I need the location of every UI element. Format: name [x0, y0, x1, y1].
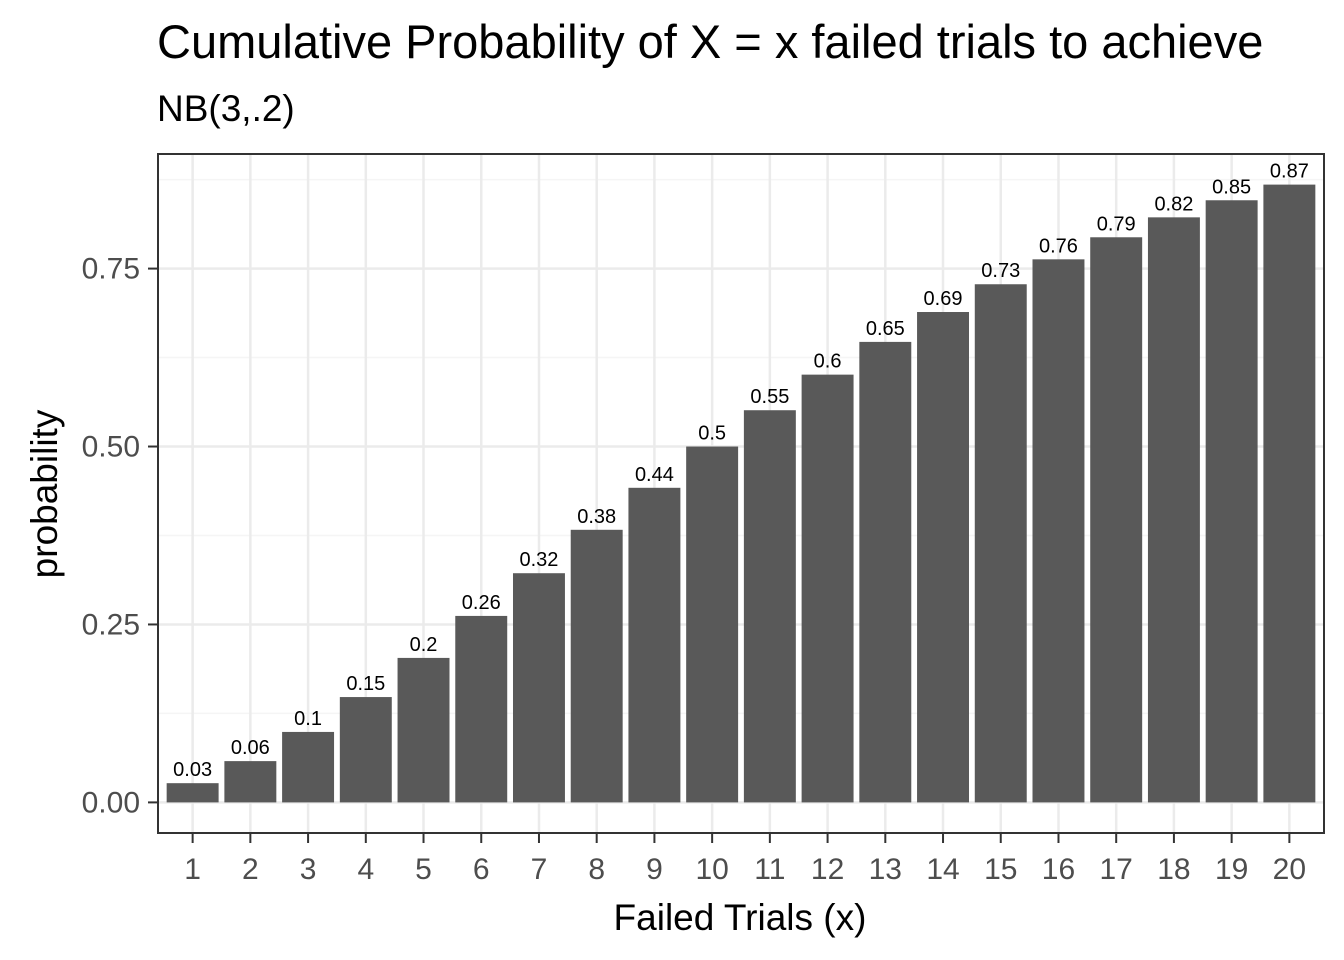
chart-title: Cumulative Probability of X = x failed t…	[157, 15, 1263, 68]
y-axis: 0.00 0.25 0.50 0.75	[82, 253, 158, 819]
x-tick-label: 3	[300, 853, 317, 886]
data-label-10: 0.5	[698, 423, 726, 445]
bar-8	[570, 529, 623, 803]
data-label-14: 0.69	[924, 288, 963, 310]
y-tick-label: 0.50	[82, 431, 140, 464]
bar-12	[801, 374, 854, 803]
x-tick-label: 4	[357, 853, 374, 886]
data-label-15: 0.73	[981, 260, 1020, 282]
x-tick-label: 10	[695, 853, 728, 886]
data-label-6: 0.26	[462, 592, 501, 614]
plot-panel-border	[157, 153, 1325, 834]
data-label-1: 0.03	[173, 759, 212, 781]
x-tick-label: 19	[1215, 853, 1248, 886]
data-label-4: 0.15	[346, 673, 385, 695]
y-tick-label: 0.00	[82, 786, 140, 819]
bar-9	[628, 487, 681, 803]
data-label-9: 0.44	[635, 464, 674, 486]
data-label-7: 0.32	[520, 549, 559, 571]
bar-3	[282, 731, 335, 803]
data-label-18: 0.82	[1154, 193, 1193, 215]
data-label-19: 0.85	[1212, 176, 1251, 198]
x-tick-label: 2	[242, 853, 259, 886]
x-tick-label: 6	[473, 853, 490, 886]
y-tick-label: 0.75	[82, 253, 140, 286]
data-label-16: 0.76	[1039, 235, 1078, 257]
data-label-5: 0.2	[410, 634, 438, 656]
x-tick-label: 7	[531, 853, 548, 886]
bar-20	[1263, 184, 1316, 803]
bar-16	[1032, 259, 1085, 803]
bar-19	[1205, 200, 1258, 803]
bar-15	[974, 284, 1027, 803]
bar-4	[339, 697, 392, 803]
data-label-8: 0.38	[577, 506, 616, 528]
bar-13	[859, 341, 912, 803]
bar-10	[686, 446, 739, 803]
x-tick-label: 15	[984, 853, 1017, 886]
data-labels: 0.03 0.06 0.1 0.15 0.2 0.26 0.32 0.38 0.44 0.5 0.5…	[173, 161, 1309, 782]
x-tick-label: 1	[184, 853, 201, 886]
data-label-2: 0.06	[231, 737, 270, 759]
chart-subtitle: NB(3,.2)	[157, 88, 295, 129]
bar-2	[224, 761, 277, 803]
x-tick-label: 18	[1157, 853, 1190, 886]
data-label-17: 0.79	[1097, 213, 1136, 235]
bars	[166, 184, 1316, 803]
x-axis: 1 2 3 4 5 6 7 8 9 10 11 12 13 14 15 16 17 18 19 20	[184, 833, 1306, 886]
x-tick-label: 20	[1273, 853, 1306, 886]
x-tick-label: 11	[754, 853, 785, 886]
y-axis-title: probability	[24, 409, 65, 578]
bar-18	[1147, 217, 1200, 803]
y-tick-label: 0.25	[82, 608, 140, 641]
x-tick-label: 8	[588, 853, 605, 886]
x-axis-title: Failed Trials (x)	[614, 897, 867, 938]
x-tick-label: 12	[811, 853, 844, 886]
x-tick-label: 5	[415, 853, 432, 886]
x-tick-label: 14	[926, 853, 959, 886]
x-tick-label: 9	[646, 853, 663, 886]
data-label-11: 0.55	[750, 386, 789, 408]
data-label-12: 0.6	[814, 351, 842, 373]
x-tick-label: 16	[1042, 853, 1075, 886]
bar-11	[743, 410, 796, 803]
data-label-20: 0.87	[1270, 161, 1309, 183]
bar-6	[455, 615, 508, 803]
data-label-3: 0.1	[294, 708, 322, 730]
bar-14	[917, 312, 970, 803]
bar-1	[166, 783, 219, 803]
x-tick-label: 17	[1100, 853, 1133, 886]
x-tick-label: 13	[869, 853, 902, 886]
bar-5	[397, 657, 450, 803]
bar-7	[512, 573, 565, 803]
bar-17	[1090, 237, 1143, 803]
data-label-13: 0.65	[866, 318, 905, 340]
